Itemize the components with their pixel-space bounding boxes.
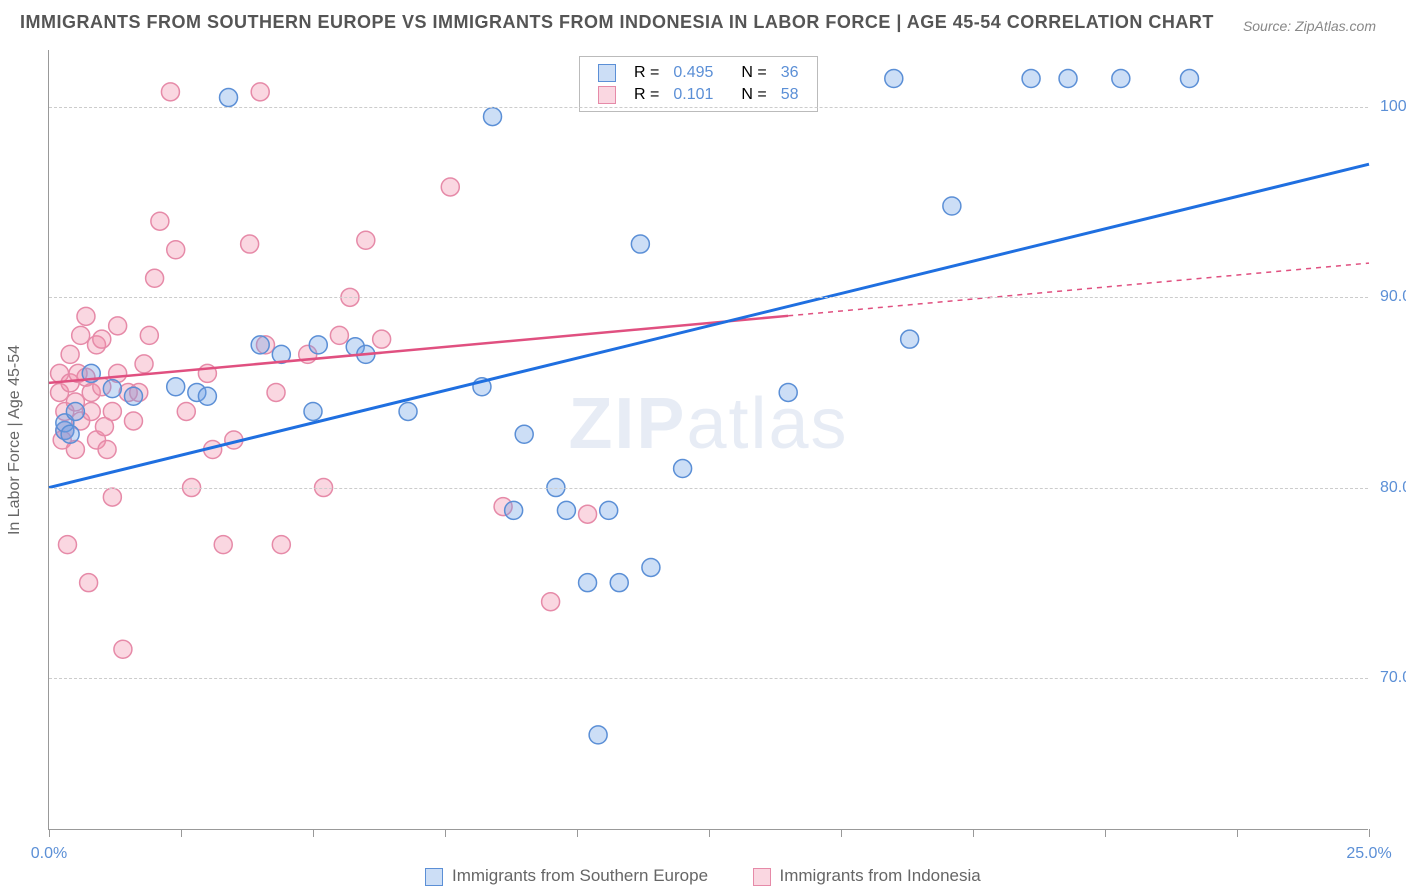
series2-point [135, 355, 153, 373]
series1-point [901, 330, 919, 348]
series2-point [330, 326, 348, 344]
series2-point [267, 383, 285, 401]
series2-point [58, 536, 76, 554]
y-tick-label: 100.0% [1380, 98, 1406, 116]
y-axis-label: In Labor Force | Age 45-54 [6, 344, 24, 534]
series1-point [1059, 70, 1077, 88]
series2-point [72, 326, 90, 344]
series2-point [93, 330, 111, 348]
series1-point [579, 574, 597, 592]
plot-area: ZIPatlas In Labor Force | Age 45-54 R = … [48, 50, 1368, 830]
series2-point [146, 269, 164, 287]
series2-point [103, 402, 121, 420]
x-tick [49, 829, 50, 837]
series1-point [1180, 70, 1198, 88]
series2-regression-line-extrapolated [788, 263, 1369, 316]
series1-point [309, 336, 327, 354]
x-tick [313, 829, 314, 837]
series2-point [61, 345, 79, 363]
y-tick-label: 80.0% [1380, 479, 1406, 497]
series1-point [103, 380, 121, 398]
series1-point [589, 726, 607, 744]
x-tick [1237, 829, 1238, 837]
x-tick [1105, 829, 1106, 837]
series1-point [557, 501, 575, 519]
series1-point [1022, 70, 1040, 88]
series2-point [441, 178, 459, 196]
x-tick [709, 829, 710, 837]
series1-point [1112, 70, 1130, 88]
x-tick-label: 0.0% [31, 845, 67, 863]
series1-point [600, 501, 618, 519]
series1-point [642, 558, 660, 576]
series2-point [151, 212, 169, 230]
series2-regression-line [49, 316, 788, 383]
series1-point [674, 460, 692, 478]
series2-point [103, 488, 121, 506]
series1-point [484, 108, 502, 126]
series1-point [251, 336, 269, 354]
gridline [49, 488, 1368, 489]
swatch-series1-bottom [425, 868, 443, 886]
series1-point [124, 387, 142, 405]
series2-point [177, 402, 195, 420]
x-tick [841, 829, 842, 837]
series1-point [198, 387, 216, 405]
series1-point [515, 425, 533, 443]
source-attribution: Source: ZipAtlas.com [1243, 18, 1376, 34]
series1-point [943, 197, 961, 215]
series1-point [610, 574, 628, 592]
series2-point [161, 83, 179, 101]
series2-point [109, 317, 127, 335]
series1-point [399, 402, 417, 420]
series2-point [98, 441, 116, 459]
series2-point [214, 536, 232, 554]
series2-point [241, 235, 259, 253]
chart-title: IMMIGRANTS FROM SOUTHERN EUROPE VS IMMIG… [20, 12, 1214, 33]
swatch-series2-bottom [753, 868, 771, 886]
series2-point [579, 505, 597, 523]
x-tick [445, 829, 446, 837]
series2-point [272, 536, 290, 554]
series2-point [251, 83, 269, 101]
series2-point [373, 330, 391, 348]
y-tick-label: 90.0% [1380, 288, 1406, 306]
series2-name: Immigrants from Indonesia [780, 866, 981, 885]
series1-regression-line [49, 164, 1369, 487]
gridline [49, 107, 1368, 108]
series-legend: Immigrants from Southern Europe Immigran… [0, 866, 1406, 886]
gridline [49, 678, 1368, 679]
series1-name: Immigrants from Southern Europe [452, 866, 708, 885]
series1-point [61, 425, 79, 443]
y-tick-label: 70.0% [1380, 669, 1406, 687]
series2-point [542, 593, 560, 611]
svg-layer [49, 50, 1368, 829]
series1-point [505, 501, 523, 519]
series1-point [167, 378, 185, 396]
series2-point [140, 326, 158, 344]
x-tick [973, 829, 974, 837]
x-tick-label: 25.0% [1346, 845, 1391, 863]
series2-point [114, 640, 132, 658]
series1-point [631, 235, 649, 253]
series2-point [77, 307, 95, 325]
series1-point [304, 402, 322, 420]
series1-point [66, 402, 84, 420]
x-tick [1369, 829, 1370, 837]
series2-point [80, 574, 98, 592]
series1-point [779, 383, 797, 401]
series2-point [124, 412, 142, 430]
series2-point [357, 231, 375, 249]
x-tick [181, 829, 182, 837]
gridline [49, 297, 1368, 298]
series2-point [167, 241, 185, 259]
series1-point [220, 89, 238, 107]
series1-point [885, 70, 903, 88]
x-tick [577, 829, 578, 837]
